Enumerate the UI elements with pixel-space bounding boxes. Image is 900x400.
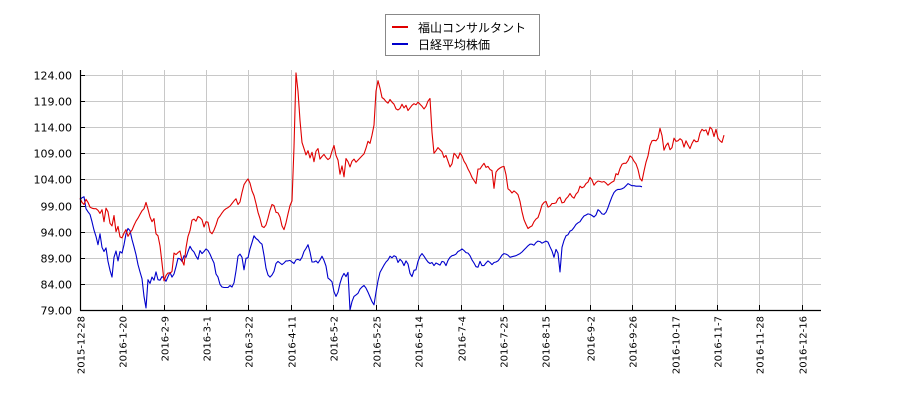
x-tick-label: 2016-5-25 <box>373 316 384 368</box>
fukuyama-consultant-line <box>79 72 725 282</box>
x-tick-label: 2016-11-7 <box>714 316 725 368</box>
y-tick-label: 119.00 <box>34 96 73 109</box>
y-axis-ticks: 79.00 84.00 89.00 94.00 99.00 104.00 109.00 114… <box>34 70 85 318</box>
legend-item-nikkei: 日経平均株価 <box>392 36 490 52</box>
gridlines <box>80 70 821 311</box>
x-tick-label: 2015-12-28 <box>77 316 88 374</box>
x-tick-label: 2016-10-17 <box>672 316 683 374</box>
y-tick-label: 89.00 <box>41 253 73 266</box>
y-tick-label: 79.00 <box>41 305 73 318</box>
y-tick-label: 99.00 <box>41 201 73 214</box>
legend-item-fukuyama: 福山コンサルタント <box>392 19 526 35</box>
legend-label: 福山コンサルタント <box>418 20 527 35</box>
x-tick-label: 2016-2-9 <box>161 316 172 361</box>
axes <box>79 70 821 312</box>
x-tick-label: 2016-11-28 <box>756 316 767 374</box>
y-tick-label: 104.00 <box>34 174 73 187</box>
legend-swatch-red <box>392 26 408 28</box>
y-tick-label: 94.00 <box>41 227 73 240</box>
x-tick-label: 2016-3-1 <box>203 316 214 361</box>
y-tick-label: 84.00 <box>41 279 73 292</box>
x-tick-label: 2016-8-15 <box>542 316 553 368</box>
x-axis-ticks: 2015-12-28 2016-1-20 2016-2-9 2016-3-1 2016-… <box>77 305 810 374</box>
x-tick-label: 2016-3-22 <box>245 316 256 368</box>
x-tick-label: 2016-6-14 <box>415 316 426 368</box>
x-tick-label: 2016-7-25 <box>500 316 511 368</box>
legend-label: 日経平均株価 <box>418 37 491 52</box>
nikkei-average-line <box>79 183 643 311</box>
x-tick-label: 2016-5-2 <box>330 316 341 361</box>
x-tick-label: 2016-9-26 <box>629 316 640 368</box>
y-tick-label: 109.00 <box>34 148 73 161</box>
x-tick-label: 2016-4-11 <box>288 316 299 368</box>
x-tick-label: 2016-12-16 <box>799 316 810 374</box>
x-tick-label: 2016-1-20 <box>119 316 130 368</box>
legend: 福山コンサルタント 日経平均株価 <box>385 14 540 56</box>
y-tick-label: 124.00 <box>34 70 73 83</box>
legend-swatch-blue <box>392 43 408 45</box>
x-tick-label: 2016-9-2 <box>587 316 598 361</box>
series-lines <box>79 72 725 311</box>
y-tick-label: 114.00 <box>34 122 73 135</box>
x-tick-label: 2016-7-4 <box>458 316 469 361</box>
